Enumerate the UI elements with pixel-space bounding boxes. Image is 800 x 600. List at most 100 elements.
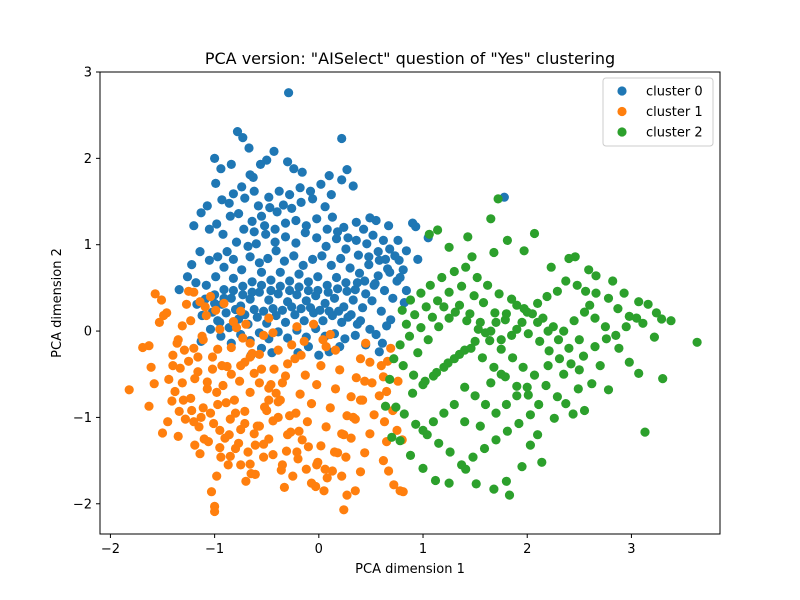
x-tick-label: 2 bbox=[523, 542, 531, 557]
data-point bbox=[211, 272, 221, 282]
data-point bbox=[320, 464, 330, 474]
data-point bbox=[228, 317, 238, 327]
data-point bbox=[182, 272, 193, 282]
data-point bbox=[395, 436, 405, 446]
data-point bbox=[361, 338, 371, 348]
data-point bbox=[218, 229, 228, 239]
data-point bbox=[179, 345, 189, 355]
data-point bbox=[221, 308, 231, 318]
data-point bbox=[240, 418, 250, 429]
data-point bbox=[501, 476, 511, 486]
data-point bbox=[382, 321, 392, 331]
data-point bbox=[187, 405, 197, 416]
data-point bbox=[416, 288, 426, 298]
data-point bbox=[395, 340, 405, 350]
data-point bbox=[461, 464, 471, 474]
data-point bbox=[275, 267, 285, 277]
data-point bbox=[529, 228, 540, 239]
data-point bbox=[324, 171, 334, 181]
y-tick-label: −2 bbox=[73, 497, 92, 512]
data-point bbox=[350, 285, 360, 295]
data-point bbox=[348, 181, 358, 191]
data-point bbox=[397, 305, 407, 315]
data-point bbox=[361, 289, 371, 299]
data-point bbox=[640, 427, 650, 437]
data-point bbox=[264, 295, 274, 305]
data-point bbox=[566, 359, 576, 369]
data-point bbox=[351, 373, 361, 383]
data-point bbox=[260, 221, 270, 231]
data-point bbox=[249, 429, 259, 439]
data-point bbox=[299, 316, 309, 326]
data-point bbox=[205, 291, 216, 302]
data-point bbox=[225, 211, 235, 221]
data-point bbox=[624, 357, 634, 367]
data-point bbox=[157, 428, 168, 438]
data-point bbox=[327, 212, 337, 222]
data-point bbox=[291, 238, 301, 248]
data-point bbox=[475, 421, 485, 431]
data-point bbox=[264, 313, 274, 323]
y-axis-label: PCA dimension 2 bbox=[50, 248, 65, 358]
data-point bbox=[211, 305, 221, 315]
legend-marker bbox=[617, 127, 627, 137]
data-point bbox=[619, 288, 629, 298]
data-point bbox=[387, 432, 397, 442]
data-point bbox=[367, 378, 377, 388]
data-point bbox=[360, 376, 370, 386]
data-point bbox=[232, 127, 243, 137]
data-point bbox=[449, 399, 459, 410]
data-point bbox=[186, 316, 196, 326]
data-point bbox=[283, 359, 293, 369]
data-point bbox=[237, 182, 247, 192]
data-point bbox=[215, 443, 225, 453]
data-point bbox=[355, 354, 366, 364]
data-point bbox=[215, 425, 225, 435]
data-point bbox=[144, 341, 154, 351]
data-point bbox=[507, 353, 518, 363]
data-point bbox=[248, 172, 258, 182]
data-point bbox=[269, 146, 279, 156]
data-point bbox=[231, 237, 242, 247]
data-point bbox=[351, 235, 361, 245]
data-point bbox=[585, 300, 595, 310]
data-point bbox=[279, 482, 289, 492]
data-point bbox=[249, 227, 259, 237]
data-point bbox=[343, 312, 353, 322]
data-point bbox=[290, 310, 300, 320]
data-point bbox=[174, 285, 184, 295]
data-point bbox=[249, 368, 259, 378]
data-point bbox=[271, 388, 281, 398]
data-point bbox=[277, 378, 287, 388]
data-point bbox=[280, 317, 291, 327]
data-point bbox=[272, 207, 282, 217]
data-point bbox=[501, 309, 511, 319]
data-point bbox=[219, 262, 229, 272]
data-point bbox=[411, 419, 421, 429]
data-point bbox=[320, 298, 330, 308]
data-point bbox=[181, 299, 192, 309]
data-point bbox=[491, 435, 501, 445]
data-point bbox=[523, 329, 533, 339]
data-point bbox=[379, 285, 390, 296]
data-point bbox=[489, 484, 499, 494]
series-cluster-0 bbox=[174, 88, 509, 360]
data-point bbox=[228, 254, 238, 264]
data-point bbox=[236, 460, 246, 470]
data-point bbox=[300, 370, 310, 380]
data-point bbox=[634, 368, 644, 378]
data-point bbox=[303, 277, 313, 287]
data-point bbox=[277, 305, 287, 315]
data-point bbox=[283, 333, 293, 343]
data-point bbox=[337, 317, 347, 327]
data-point bbox=[303, 285, 313, 296]
data-point bbox=[405, 450, 416, 460]
data-point bbox=[190, 374, 200, 384]
data-point bbox=[608, 276, 618, 286]
data-point bbox=[517, 462, 527, 472]
data-point bbox=[603, 385, 614, 395]
data-point bbox=[164, 374, 174, 384]
data-point bbox=[215, 324, 225, 334]
data-point bbox=[437, 272, 447, 283]
data-point bbox=[408, 388, 418, 398]
